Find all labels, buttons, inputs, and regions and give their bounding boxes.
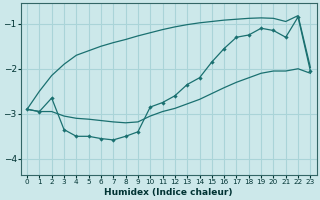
X-axis label: Humidex (Indice chaleur): Humidex (Indice chaleur) — [104, 188, 233, 197]
